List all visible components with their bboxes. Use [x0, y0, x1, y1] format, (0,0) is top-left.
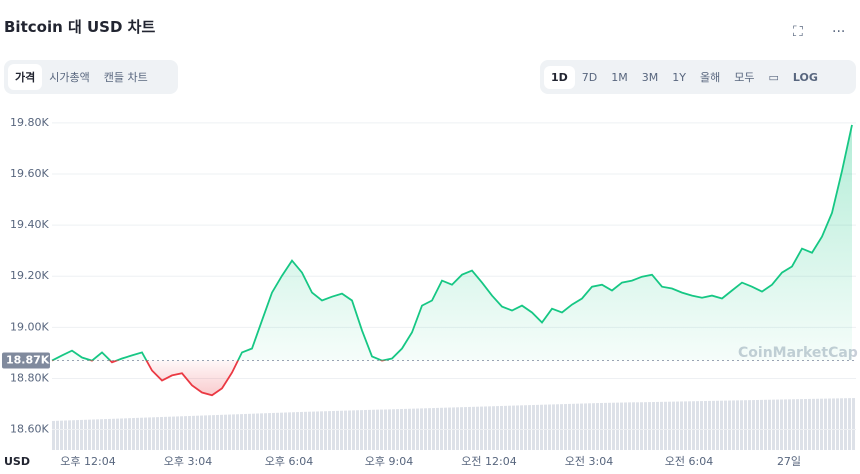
- range-group: 1D 7D 1M 3M 1Y 올해 모두 ▭ LOG: [540, 60, 856, 94]
- tab[interactable]: 캔들 차트: [103, 71, 148, 84]
- reference-label: 18.87K: [6, 354, 50, 367]
- area: [52, 124, 852, 396]
- more-icon[interactable]: ···: [832, 24, 846, 40]
- tab-group: 가격 시가총액 캔들 차트: [4, 60, 178, 94]
- range-button[interactable]: 3M: [641, 70, 659, 84]
- range-button[interactable]: 7D: [581, 70, 598, 84]
- volume-decor: [52, 398, 856, 450]
- fullscreen-icon[interactable]: ⛶: [793, 24, 803, 40]
- y-tick-label: 19.80K: [10, 116, 49, 129]
- reference-label-bg: [2, 352, 50, 369]
- y-tick-label: 18.60K: [10, 423, 49, 436]
- y-tick-label: 19.40K: [10, 218, 49, 231]
- chart-title: Bitcoin 대 USD 차트: [4, 18, 156, 36]
- x-tick-label: 27일: [777, 454, 801, 468]
- x-tick-label: 오후 3:04: [164, 455, 212, 468]
- x-tick-label: 오후 9:04: [365, 455, 413, 468]
- y-tick-label: 19.20K: [10, 269, 49, 282]
- range-button[interactable]: 1Y: [672, 70, 686, 84]
- calendar-button[interactable]: ▭: [768, 70, 779, 84]
- range-button[interactable]: 모두: [734, 71, 755, 84]
- price-line: [51, 124, 853, 397]
- range-button[interactable]: 1D: [544, 65, 575, 89]
- x-tick-label: 오후 6:04: [265, 455, 313, 468]
- x-tick-label: 오전 3:04: [565, 455, 613, 468]
- y-axis-label: USD: [4, 455, 30, 468]
- log-button[interactable]: LOG: [792, 70, 818, 84]
- x-tick-label: 오후 12:04: [60, 455, 115, 468]
- x-tick-label: 오전 12:04: [461, 455, 516, 468]
- range-button[interactable]: 올해: [699, 71, 721, 84]
- x-tick-label: 오전 6:04: [665, 455, 713, 468]
- tab[interactable]: 시가총액: [49, 71, 90, 84]
- range-button[interactable]: 1M: [611, 70, 628, 84]
- y-tick-label: 19.00K: [10, 320, 49, 333]
- tab[interactable]: 가격: [8, 64, 43, 90]
- y-tick-label: 19.60K: [10, 167, 49, 180]
- y-tick-label: 18.80K: [10, 371, 49, 384]
